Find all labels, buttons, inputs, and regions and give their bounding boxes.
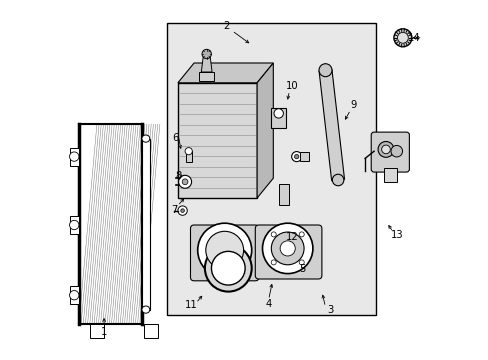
Circle shape bbox=[381, 145, 389, 154]
FancyBboxPatch shape bbox=[370, 132, 408, 172]
Bar bbox=[70, 216, 79, 234]
Text: 2: 2 bbox=[223, 21, 229, 31]
Circle shape bbox=[204, 245, 251, 292]
Polygon shape bbox=[318, 69, 344, 181]
Bar bbox=[89, 324, 104, 338]
Circle shape bbox=[291, 152, 301, 162]
Circle shape bbox=[393, 29, 411, 47]
Bar bbox=[271, 108, 285, 128]
Circle shape bbox=[377, 141, 393, 157]
Bar bbox=[383, 168, 396, 182]
Polygon shape bbox=[201, 58, 212, 72]
Circle shape bbox=[271, 232, 276, 237]
Circle shape bbox=[299, 232, 304, 237]
FancyBboxPatch shape bbox=[190, 225, 258, 281]
Circle shape bbox=[397, 32, 407, 43]
Circle shape bbox=[299, 260, 304, 265]
Bar bbox=[142, 139, 149, 310]
Circle shape bbox=[280, 241, 295, 256]
Circle shape bbox=[262, 223, 312, 274]
Bar bbox=[300, 152, 309, 161]
Text: 8: 8 bbox=[175, 171, 181, 181]
FancyBboxPatch shape bbox=[255, 225, 321, 279]
Bar bbox=[143, 324, 158, 338]
Bar bbox=[178, 83, 257, 198]
Text: 7: 7 bbox=[171, 205, 178, 215]
Text: 3: 3 bbox=[326, 305, 333, 315]
Text: 1: 1 bbox=[101, 327, 107, 337]
Text: 13: 13 bbox=[390, 230, 402, 240]
Circle shape bbox=[181, 209, 184, 212]
Circle shape bbox=[211, 251, 244, 285]
Text: 12: 12 bbox=[285, 232, 298, 242]
Bar bbox=[185, 151, 191, 162]
Circle shape bbox=[390, 145, 402, 157]
Bar bbox=[278, 184, 289, 205]
Ellipse shape bbox=[142, 306, 149, 313]
Circle shape bbox=[69, 291, 79, 300]
Circle shape bbox=[178, 206, 187, 215]
Text: 5: 5 bbox=[298, 264, 305, 274]
Text: 9: 9 bbox=[350, 100, 356, 111]
Circle shape bbox=[318, 64, 331, 77]
Bar bbox=[167, 23, 375, 315]
Bar bbox=[199, 72, 213, 81]
Polygon shape bbox=[257, 63, 273, 198]
Text: 14: 14 bbox=[407, 33, 419, 43]
Circle shape bbox=[273, 109, 283, 118]
Ellipse shape bbox=[142, 135, 149, 142]
Polygon shape bbox=[79, 124, 142, 324]
Circle shape bbox=[294, 154, 298, 159]
Text: 4: 4 bbox=[265, 299, 271, 309]
Circle shape bbox=[332, 174, 343, 186]
Circle shape bbox=[202, 49, 211, 59]
Circle shape bbox=[69, 152, 79, 161]
Circle shape bbox=[182, 179, 187, 185]
Text: 6: 6 bbox=[172, 133, 178, 143]
Text: 10: 10 bbox=[285, 81, 298, 91]
Bar bbox=[70, 148, 79, 166]
Circle shape bbox=[197, 223, 251, 277]
Bar bbox=[70, 286, 79, 304]
Circle shape bbox=[271, 232, 304, 265]
Circle shape bbox=[271, 260, 276, 265]
Polygon shape bbox=[178, 63, 273, 83]
Text: 11: 11 bbox=[184, 300, 197, 310]
Circle shape bbox=[178, 175, 191, 188]
Circle shape bbox=[205, 231, 243, 269]
Circle shape bbox=[185, 148, 192, 155]
Circle shape bbox=[69, 220, 79, 230]
